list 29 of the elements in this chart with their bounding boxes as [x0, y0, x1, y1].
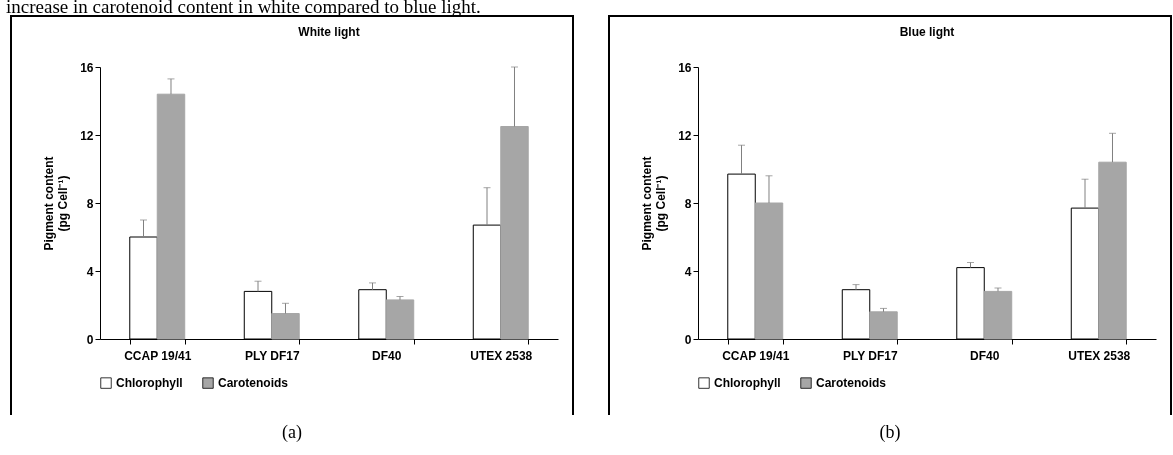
text: increase in carotenoid content in white compared to blue light.: [6, 0, 481, 18]
y-tick-label: 4: [684, 264, 692, 279]
y-tick-label: 8: [684, 196, 692, 211]
y-tick-label: 12: [80, 128, 94, 143]
x-tick-label: DF40: [970, 348, 1000, 363]
y-tick-label: 16: [80, 60, 94, 75]
y-tick-label: 0: [684, 332, 692, 347]
legend-label: Chlorophyll: [116, 376, 183, 391]
x-tick-label: CCAP 19/41: [722, 348, 790, 363]
legend-label: Carotenoids: [218, 376, 289, 391]
x-tick-label: CCAP 19/41: [124, 348, 192, 363]
y-tick-label: 8: [86, 196, 94, 211]
legend-label: Chlorophyll: [714, 376, 781, 391]
y-tick-label: 12: [678, 128, 692, 143]
chart-title: White light: [298, 25, 360, 39]
y-tick-label: 4: [86, 264, 94, 279]
y-axis-title: Pigment content (pg Cell⁻¹): [640, 156, 669, 251]
x-tick-label: UTEX 2538: [1068, 348, 1131, 363]
x-tick-label: DF40: [372, 348, 402, 363]
legend-label: Carotenoids: [816, 376, 887, 391]
text: (a): [281, 422, 303, 443]
y-tick-label: 0: [86, 332, 94, 347]
x-tick-label: UTEX 2538: [470, 348, 533, 363]
x-tick-label: PLY DF17: [842, 348, 898, 363]
y-tick-label: 16: [678, 60, 692, 75]
y-axis-title: Pigment content (pg Cell⁻¹): [42, 156, 71, 251]
chart-title: Blue light: [899, 25, 955, 39]
x-tick-label: PLY DF17: [244, 348, 300, 363]
text: (b): [878, 422, 902, 443]
